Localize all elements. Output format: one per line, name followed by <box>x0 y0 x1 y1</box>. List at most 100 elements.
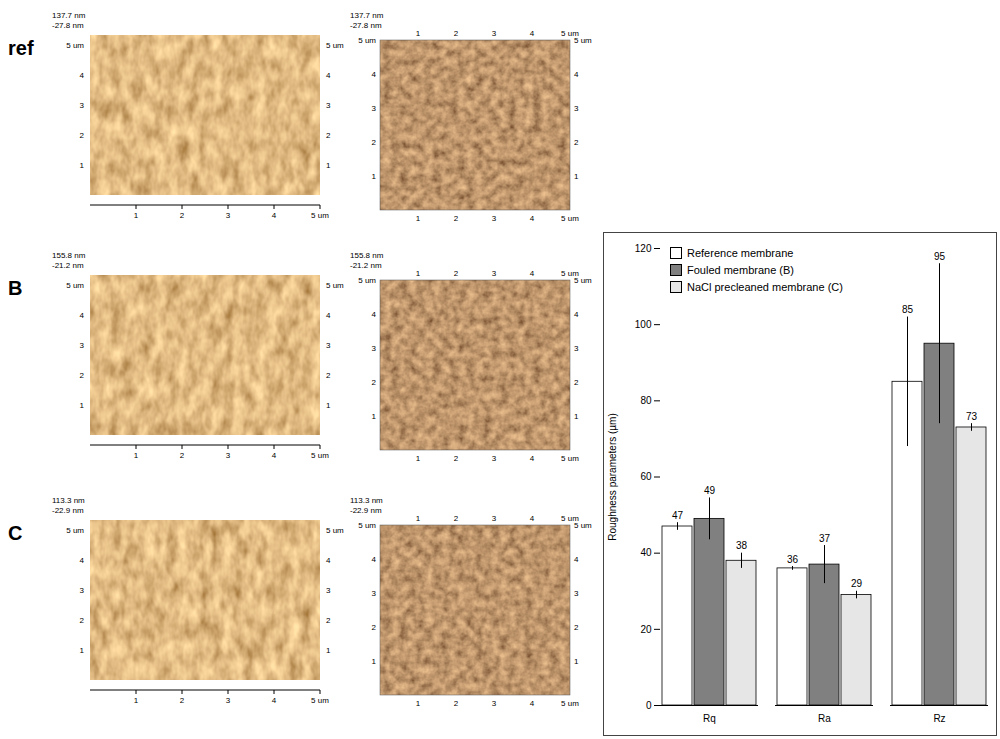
svg-text:4: 4 <box>530 29 535 38</box>
svg-text:49: 49 <box>704 485 716 496</box>
svg-text:3: 3 <box>574 589 579 598</box>
svg-text:4: 4 <box>574 310 579 319</box>
svg-text:5 um: 5 um <box>358 276 376 285</box>
svg-text:3: 3 <box>326 101 331 110</box>
svg-text:5 um: 5 um <box>574 521 592 530</box>
svg-text:4: 4 <box>372 555 377 564</box>
svg-text:1: 1 <box>416 269 421 278</box>
svg-text:1: 1 <box>134 451 139 460</box>
svg-text:0: 0 <box>646 700 652 711</box>
svg-text:3: 3 <box>326 341 331 350</box>
svg-text:2: 2 <box>372 378 377 387</box>
svg-text:C: C <box>8 522 22 544</box>
svg-text:2: 2 <box>80 131 85 140</box>
svg-text:3: 3 <box>226 696 231 705</box>
svg-text:73: 73 <box>966 411 978 422</box>
svg-text:37: 37 <box>819 533 831 544</box>
svg-text:3: 3 <box>492 214 497 223</box>
svg-text:3: 3 <box>492 699 497 708</box>
svg-text:5 um: 5 um <box>561 214 579 223</box>
svg-text:3: 3 <box>492 29 497 38</box>
svg-text:2: 2 <box>574 623 579 632</box>
svg-text:1: 1 <box>326 161 331 170</box>
svg-text:2: 2 <box>180 451 185 460</box>
svg-text:1: 1 <box>80 401 85 410</box>
svg-text:1: 1 <box>134 211 139 220</box>
svg-text:3: 3 <box>492 454 497 463</box>
svg-text:4: 4 <box>326 71 331 80</box>
svg-text:2: 2 <box>80 371 85 380</box>
svg-text:4: 4 <box>530 514 535 523</box>
svg-text:137.7 nm: 137.7 nm <box>52 11 86 20</box>
svg-text:3: 3 <box>326 586 331 595</box>
svg-text:5 um: 5 um <box>358 36 376 45</box>
svg-text:36: 36 <box>787 554 799 565</box>
svg-text:4: 4 <box>80 311 85 320</box>
svg-text:2: 2 <box>454 214 459 223</box>
svg-text:4: 4 <box>80 71 85 80</box>
svg-text:5 um: 5 um <box>66 41 84 50</box>
svg-text:40: 40 <box>640 547 652 558</box>
svg-text:5 um: 5 um <box>561 454 579 463</box>
svg-text:3: 3 <box>492 514 497 523</box>
svg-text:137.7 nm: 137.7 nm <box>350 11 384 20</box>
svg-text:113.3 nm: 113.3 nm <box>52 496 85 505</box>
svg-text:1: 1 <box>416 454 421 463</box>
svg-text:2: 2 <box>326 616 331 625</box>
svg-text:2: 2 <box>180 211 185 220</box>
svg-text:1: 1 <box>80 646 85 655</box>
svg-text:2: 2 <box>180 696 185 705</box>
svg-text:5 um: 5 um <box>358 521 376 530</box>
svg-text:-27.8 nm: -27.8 nm <box>52 21 84 30</box>
svg-text:5 um: 5 um <box>66 526 84 535</box>
svg-text:ref: ref <box>8 37 34 59</box>
svg-text:1: 1 <box>574 412 579 421</box>
svg-text:4: 4 <box>372 70 377 79</box>
svg-text:2: 2 <box>454 514 459 523</box>
svg-text:4: 4 <box>272 696 277 705</box>
svg-text:1: 1 <box>326 401 331 410</box>
svg-text:3: 3 <box>372 104 377 113</box>
svg-text:3: 3 <box>492 269 497 278</box>
svg-text:5 um: 5 um <box>311 211 329 220</box>
svg-text:4: 4 <box>272 211 277 220</box>
svg-text:85: 85 <box>902 304 914 315</box>
svg-text:2: 2 <box>454 29 459 38</box>
svg-text:113.3 nm: 113.3 nm <box>350 496 383 505</box>
svg-text:5 um: 5 um <box>326 526 344 535</box>
svg-text:2: 2 <box>454 699 459 708</box>
svg-text:1: 1 <box>80 161 85 170</box>
svg-text:29: 29 <box>851 578 863 589</box>
svg-text:1: 1 <box>372 172 377 181</box>
svg-text:3: 3 <box>226 211 231 220</box>
svg-text:4: 4 <box>272 451 277 460</box>
svg-text:2: 2 <box>454 269 459 278</box>
svg-text:-27.8 nm: -27.8 nm <box>350 21 382 30</box>
svg-text:2: 2 <box>372 623 377 632</box>
svg-text:5 um: 5 um <box>326 281 344 290</box>
svg-text:2: 2 <box>372 138 377 147</box>
svg-text:2: 2 <box>574 138 579 147</box>
svg-text:Rz: Rz <box>933 713 945 724</box>
svg-text:5 um: 5 um <box>311 696 329 705</box>
svg-text:155.8 nm: 155.8 nm <box>52 251 86 260</box>
svg-text:60: 60 <box>640 471 652 482</box>
svg-text:5 um: 5 um <box>561 699 579 708</box>
svg-text:5 um: 5 um <box>574 276 592 285</box>
svg-text:5 um: 5 um <box>326 41 344 50</box>
svg-text:1: 1 <box>372 412 377 421</box>
svg-text:4: 4 <box>530 269 535 278</box>
svg-text:B: B <box>8 277 22 299</box>
svg-text:80: 80 <box>640 395 652 406</box>
svg-text:-22.9 nm: -22.9 nm <box>52 506 84 515</box>
svg-text:2: 2 <box>326 131 331 140</box>
svg-text:3: 3 <box>80 586 85 595</box>
svg-text:4: 4 <box>574 70 579 79</box>
svg-text:100: 100 <box>635 319 652 330</box>
svg-text:3: 3 <box>80 101 85 110</box>
svg-text:5 um: 5 um <box>574 36 592 45</box>
svg-text:1: 1 <box>372 657 377 666</box>
svg-text:1: 1 <box>416 29 421 38</box>
svg-text:38: 38 <box>736 540 748 551</box>
svg-text:2: 2 <box>454 454 459 463</box>
